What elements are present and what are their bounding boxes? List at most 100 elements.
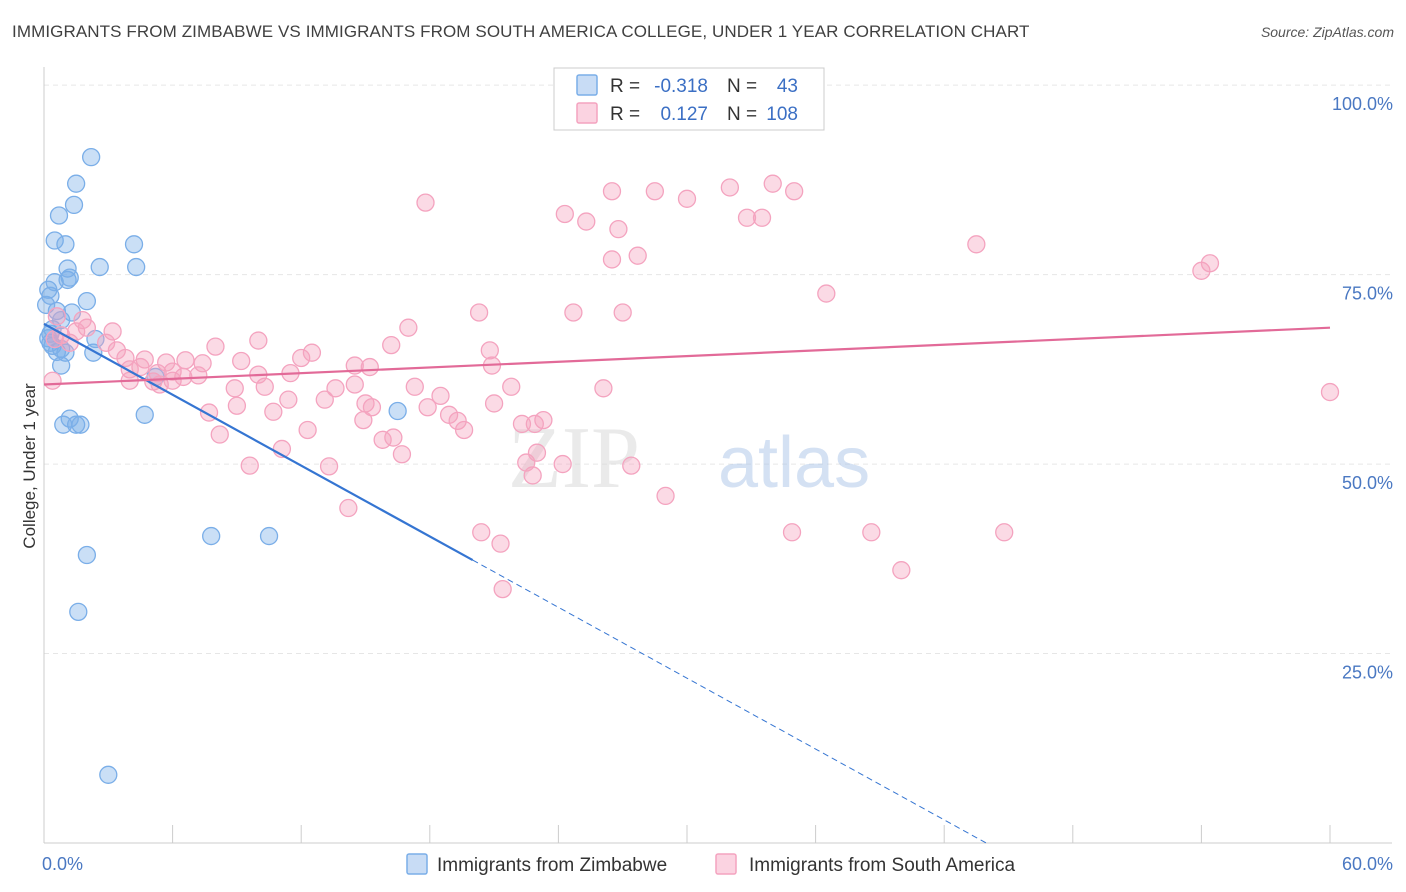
south-america-point [227, 396, 247, 415]
y-tick-label: 75.0% [1342, 284, 1393, 304]
zimbabwe-point [67, 415, 86, 434]
legend-r-value-zimbabwe: -0.318 [654, 76, 708, 97]
y-axis-label: College, Under 1 year [20, 383, 39, 549]
zimbabwe-point [69, 602, 88, 622]
south-america-point [480, 341, 499, 360]
south-america-point [448, 411, 467, 431]
south-america-point [302, 343, 322, 362]
south-america-point [469, 303, 489, 322]
south-america-point [431, 386, 450, 406]
zimbabwe-point [51, 356, 71, 375]
south-america-point [967, 235, 986, 254]
legend-n-label-south-america: N = [727, 104, 757, 125]
south-america-point [103, 322, 122, 341]
south-america-point [555, 204, 574, 224]
south-america-point [817, 284, 836, 303]
zimbabwe-point [64, 195, 84, 215]
south-america-point [602, 250, 622, 269]
south-america-point [298, 420, 317, 440]
south-america-point [345, 375, 364, 394]
south-america-point [645, 182, 664, 201]
grid-lines [44, 84, 1392, 655]
south-america-point [225, 379, 244, 398]
zimbabwe-trend-line [43, 322, 474, 562]
south-america-point [484, 394, 504, 413]
legend-n-value-zimbabwe: 43 [777, 76, 798, 97]
bottom-legend-swatch-zimbabwe [406, 853, 428, 875]
south-america-point [47, 307, 67, 326]
zimbabwe-point [202, 526, 221, 546]
bottom-legend-swatch-south-america [715, 853, 737, 875]
zimbabwe-point [77, 291, 97, 311]
legend: R = -0.318 N = 43 R = 0.127 N = 108 [553, 67, 825, 131]
south-america-point [553, 454, 572, 474]
south-america-point [995, 523, 1014, 542]
south-america-point [892, 561, 911, 580]
zimbabwe-point [77, 545, 97, 565]
south-america-point [232, 351, 251, 371]
south-america-point [43, 371, 62, 390]
south-america-point [384, 428, 403, 447]
y-tick-label: 25.0% [1342, 663, 1393, 683]
zimbabwe-point [124, 235, 144, 254]
south-america-point [862, 523, 881, 542]
south-america-point [339, 498, 358, 518]
south-america-point [493, 579, 512, 599]
data-points [36, 72, 1340, 784]
zimbabwe-trend-line-extension [472, 559, 987, 844]
legend-swatch-south-america [576, 102, 598, 124]
south-america-trend-line [43, 326, 1331, 386]
bottom-legend-label-south-america: Immigrants from South America [749, 855, 1016, 876]
south-america-point [534, 410, 553, 430]
x-tick-label: 60.0% [1342, 854, 1393, 874]
south-america-point [292, 348, 311, 368]
zimbabwe-point [47, 301, 67, 321]
south-america-point [326, 379, 345, 398]
south-america-point [373, 430, 392, 449]
zimbabwe-point [41, 286, 60, 305]
south-america-point [405, 377, 424, 396]
south-america-point [628, 246, 647, 265]
south-america-point [362, 398, 382, 417]
south-america-point [1320, 382, 1340, 402]
south-america-point [148, 363, 167, 383]
bottom-legend-label-zimbabwe: Immigrants from Zimbabwe [437, 855, 667, 876]
south-america-point [502, 377, 521, 396]
watermark-atlas: atlas [718, 423, 870, 503]
south-america-point [255, 377, 274, 396]
south-america-point [512, 414, 532, 434]
bottom-legend: Immigrants from Zimbabwe Immigrants from… [406, 853, 1016, 876]
south-america-point [399, 318, 418, 337]
chart-title: IMMIGRANTS FROM ZIMBABWE VS IMMIGRANTS F… [12, 22, 1030, 41]
south-america-point [737, 208, 757, 227]
zimbabwe-point [99, 765, 118, 784]
south-america-point [67, 322, 86, 341]
south-america-point [782, 523, 802, 542]
south-america-point [677, 189, 697, 208]
zimbabwe-point [135, 405, 154, 424]
south-america-point [622, 456, 641, 475]
south-america-point [523, 466, 542, 485]
south-america-point [315, 390, 334, 409]
legend-n-value-south-america: 108 [766, 104, 798, 125]
south-america-point [763, 174, 782, 193]
south-america-point [163, 371, 182, 390]
south-america-point [249, 331, 268, 350]
south-america-point [594, 379, 613, 398]
south-america-point [785, 182, 804, 201]
x-tick-label: 0.0% [42, 854, 83, 874]
south-america-point [613, 303, 632, 322]
legend-swatch-zimbabwe [576, 74, 598, 96]
zimbabwe-point [90, 257, 109, 277]
south-america-point [527, 443, 547, 462]
zimbabwe-point [388, 401, 407, 421]
south-america-point [472, 523, 491, 542]
zimbabwe-point [49, 206, 69, 225]
south-america-point [206, 337, 225, 356]
south-america-point [116, 348, 135, 368]
zimbabwe-point [36, 295, 56, 315]
south-america-point [720, 178, 740, 197]
zimbabwe-point [82, 148, 101, 167]
zimbabwe-point [127, 257, 146, 277]
